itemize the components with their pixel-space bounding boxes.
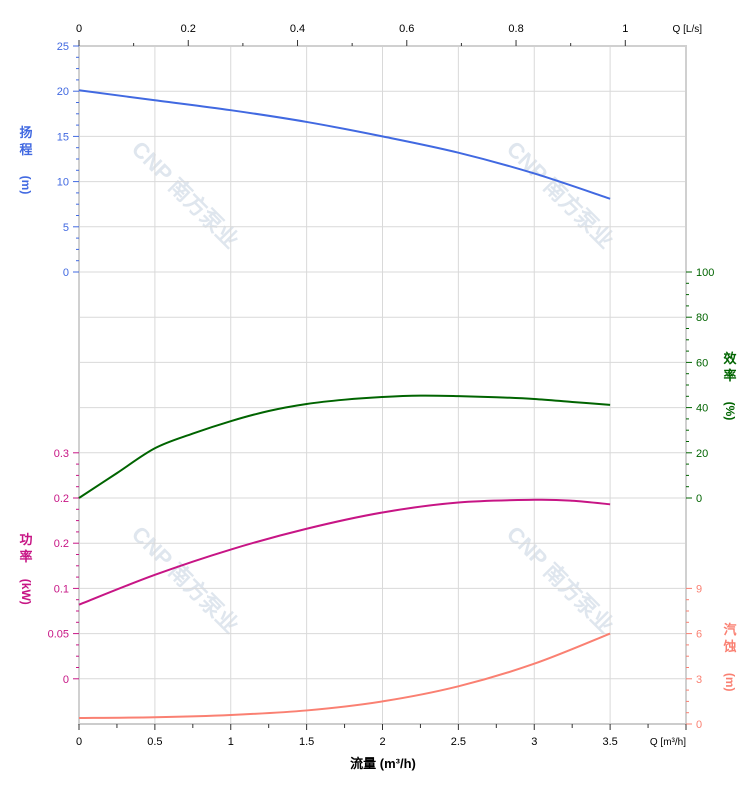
head-tick-label: 5 — [63, 222, 69, 234]
top-tick-label: 1 — [622, 23, 628, 35]
npsh-curve — [78, 632, 611, 719]
npsh-tick-label: 0 — [696, 719, 702, 731]
x-tick-label: 3 — [531, 736, 537, 748]
head-axis-title: 程 — [19, 142, 32, 157]
labels: 扬程(m)效率(%)功率(kW)汽蚀(m) — [19, 125, 737, 692]
x-tick-label: 1 — [228, 736, 234, 748]
efficiency-axis-title: 率 — [723, 368, 736, 383]
head-axis-title: 扬 — [19, 125, 32, 140]
power-tick-label: 0.05 — [48, 629, 69, 641]
efficiency-tick-label: 80 — [696, 312, 708, 324]
watermark: CNP 南方泵业 — [127, 136, 244, 253]
top-tick-label: 0.2 — [181, 23, 196, 35]
x-axis-title: 流量 (m³/h) — [350, 756, 416, 771]
power-tick-label: 0.2 — [54, 493, 69, 505]
efficiency-tick-label: 40 — [696, 403, 708, 415]
x-tick-label: 3.5 — [602, 736, 617, 748]
x-tick-label: 2.5 — [451, 736, 466, 748]
power-tick-label: 0 — [63, 674, 69, 686]
x-tick-label: 0.5 — [147, 736, 162, 748]
npsh-tick-label: 3 — [696, 674, 702, 686]
x-tick-label: 1.5 — [299, 736, 314, 748]
power-axis-title: 功 — [19, 532, 32, 547]
efficiency-axis-unit: (%) — [723, 402, 737, 421]
efficiency-tick-label: 20 — [696, 448, 708, 460]
top-tick-label: 0.6 — [399, 23, 414, 35]
power-tick-label: 0.1 — [54, 583, 69, 595]
power-curve — [78, 498, 611, 606]
top-tick-label: 0.4 — [290, 23, 305, 35]
x-tick-label: 0 — [76, 736, 82, 748]
efficiency-tick-label: 60 — [696, 357, 708, 369]
x-unit-bottom: Q [m³/h] — [650, 737, 686, 748]
efficiency-axis-title: 效 — [723, 351, 737, 366]
head-tick-label: 15 — [57, 131, 69, 143]
axes: 0 0.5 1 1.5 2 2.5 3 3.5 Q [m³/h] 流量 (m³/h) 0 0.2 0.4… — [48, 23, 715, 771]
efficiency-curve — [78, 394, 611, 499]
npsh-tick-label: 6 — [696, 629, 702, 641]
power-axis-unit: (kW) — [19, 579, 33, 605]
npsh-tick-label: 9 — [696, 583, 702, 595]
head-tick-label: 10 — [57, 177, 69, 189]
head-curve — [78, 89, 611, 200]
top-tick-label: 0 — [76, 23, 82, 35]
curves — [78, 89, 611, 719]
power-axis-title: 率 — [19, 549, 32, 564]
npsh-axis-title: 蚀 — [722, 639, 736, 654]
efficiency-tick-label: 0 — [696, 493, 702, 505]
x-unit-top: Q [L/s] — [673, 24, 703, 35]
top-tick-label: 0.8 — [508, 23, 523, 35]
head-tick-label: 25 — [57, 41, 69, 53]
watermark: CNP 南方泵业 — [502, 521, 619, 638]
power-tick-label: 0.3 — [54, 448, 69, 460]
npsh-axis-title: 汽 — [723, 622, 736, 637]
power-tick-label: 0.2 — [54, 538, 69, 550]
head-tick-label: 20 — [57, 86, 69, 98]
efficiency-tick-label: 100 — [696, 267, 714, 279]
head-tick-label: 0 — [63, 267, 69, 279]
x-tick-label: 2 — [379, 736, 385, 748]
npsh-axis-unit: (m) — [723, 673, 737, 692]
head-axis-unit: (m) — [19, 176, 33, 195]
